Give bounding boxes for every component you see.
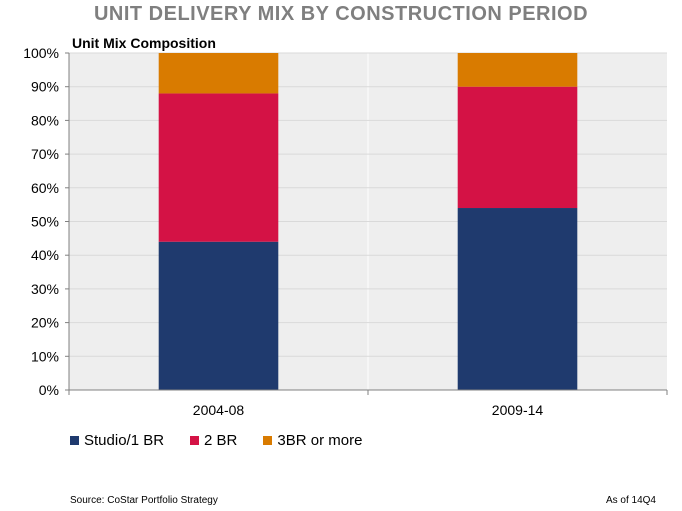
legend-label: 3BR or more	[277, 432, 363, 449]
bar-segment-2-br-2009-14	[457, 86, 578, 209]
legend-swatch	[190, 436, 200, 445]
legend-label: 2 BR	[204, 432, 238, 449]
y-tick-label: 70%	[31, 146, 59, 162]
y-tick-label: 20%	[31, 315, 59, 331]
chart-title: UNIT DELIVERY MIX BY CONSTRUCTION PERIOD	[93, 3, 589, 25]
legend-swatch	[263, 436, 273, 445]
bar-segment-studio-1-br-2004-08	[158, 241, 279, 390]
y-tick-label: 80%	[31, 112, 59, 128]
bar-segment-studio-1-br-2009-14	[457, 208, 578, 390]
y-tick-label: 60%	[31, 180, 59, 196]
y-tick-label: 50%	[31, 214, 59, 230]
x-tick-label: 2009-14	[492, 402, 544, 418]
chart-subtitle: Unit Mix Composition	[72, 35, 216, 51]
y-tick-label: 30%	[31, 281, 59, 297]
y-tick-label: 40%	[31, 247, 59, 263]
legend-item-studio: Studio/1 BR	[70, 432, 164, 449]
bar-segment-3br-or-more-2009-14	[457, 53, 578, 87]
bar-segment-3br-or-more-2004-08	[158, 53, 279, 94]
bar-segment-2-br-2004-08	[158, 93, 279, 242]
y-tick-label: 0%	[39, 382, 59, 398]
source-note: Source: CoStar Portfolio Strategy	[70, 495, 218, 506]
legend-swatch	[70, 436, 79, 445]
legend: Studio/1 BR 2 BR 3BR or more	[70, 432, 362, 449]
y-tick-label: 10%	[31, 348, 59, 364]
y-tick-label: 100%	[23, 45, 59, 61]
legend-label: Studio/1 BR	[84, 432, 165, 449]
as-of-note: As of 14Q4	[605, 495, 656, 506]
y-tick-label: 90%	[31, 79, 59, 95]
legend-item-3br: 3BR or more	[263, 432, 362, 449]
legend-item-2br: 2 BR	[190, 432, 237, 449]
x-tick-label: 2004-08	[193, 402, 245, 418]
